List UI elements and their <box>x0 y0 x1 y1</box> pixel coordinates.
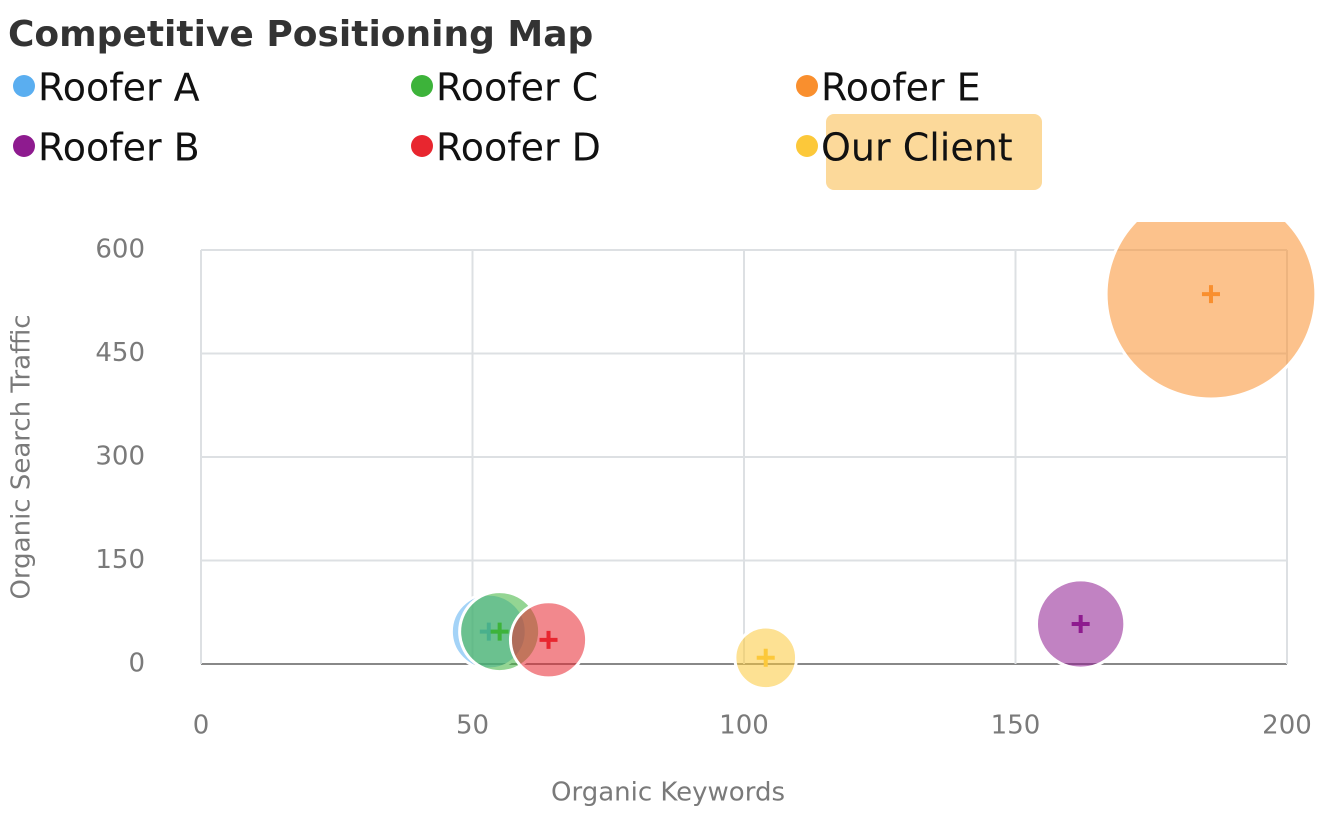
legend-label: Roofer B <box>38 126 200 170</box>
bubble-center <box>1201 285 1220 304</box>
legend-swatch <box>796 135 818 157</box>
legend-swatch <box>411 75 433 97</box>
y-tick-label: 600 <box>95 235 145 265</box>
x-tick-label: 100 <box>719 711 769 741</box>
y-tick-label: 450 <box>95 338 145 368</box>
bubble-center <box>756 648 775 667</box>
chart-title: Competitive Positioning Map <box>8 14 593 55</box>
legend-swatch <box>13 75 35 97</box>
y-tick-label: 150 <box>95 545 145 575</box>
plot-area <box>449 222 1317 691</box>
legend-item: Roofer B <box>13 126 200 170</box>
x-axis-title: Organic Keywords <box>551 778 785 808</box>
legend-label: Roofer D <box>436 126 601 170</box>
legend-item: Roofer A <box>13 66 200 110</box>
bubble-center <box>490 622 509 641</box>
y-tick-label: 300 <box>95 442 145 472</box>
legend-label: Roofer A <box>38 66 200 110</box>
bubble <box>1104 222 1317 401</box>
legend-swatch <box>796 75 818 97</box>
legend-item: Roofer E <box>796 66 981 110</box>
y-tick-label: 0 <box>128 649 145 679</box>
legend-highlight <box>826 114 1042 190</box>
legend-item: Our Client <box>796 114 1042 190</box>
bubble-center <box>539 630 558 649</box>
legend-label: Our Client <box>821 126 1013 170</box>
legend-swatch <box>13 135 35 157</box>
bubble-center <box>1071 614 1090 633</box>
x-tick-label: 50 <box>456 711 489 741</box>
x-tick-label: 150 <box>991 711 1041 741</box>
legend-swatch <box>411 135 433 157</box>
legend-item: Roofer C <box>411 66 598 110</box>
legend-label: Roofer C <box>436 66 598 110</box>
x-tick-label: 200 <box>1262 711 1312 741</box>
x-tick-label: 0 <box>193 711 210 741</box>
legend-label: Roofer E <box>821 66 981 110</box>
y-axis-title: Organic Search Traffic <box>7 314 37 599</box>
legend-item: Roofer D <box>411 126 601 170</box>
